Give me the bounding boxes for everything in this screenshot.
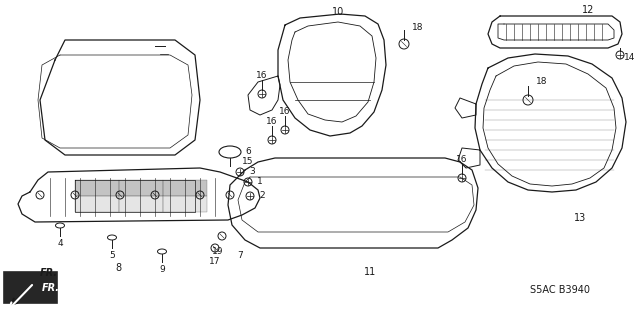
- Text: 7: 7: [237, 250, 243, 259]
- Text: 12: 12: [582, 5, 594, 15]
- Bar: [163, 196, 207, 212]
- Text: 16: 16: [266, 117, 278, 127]
- Text: 11: 11: [364, 267, 376, 277]
- Text: 6: 6: [245, 147, 251, 157]
- Text: 13: 13: [574, 213, 586, 223]
- Text: 14: 14: [624, 54, 636, 63]
- Text: 9: 9: [159, 265, 165, 275]
- Bar: [163, 180, 207, 196]
- Text: 16: 16: [279, 108, 291, 116]
- FancyBboxPatch shape: [3, 271, 57, 303]
- Text: 4: 4: [57, 240, 63, 249]
- Bar: [75, 180, 119, 196]
- Text: 19: 19: [212, 248, 224, 256]
- Text: 16: 16: [456, 155, 468, 165]
- Bar: [119, 180, 163, 196]
- Text: 1: 1: [257, 177, 263, 187]
- Text: 15: 15: [243, 158, 253, 167]
- Text: FR.: FR.: [42, 283, 60, 293]
- Text: 18: 18: [536, 78, 548, 86]
- Text: 18: 18: [412, 24, 424, 33]
- Text: FR.: FR.: [40, 268, 58, 278]
- Text: 2: 2: [259, 191, 265, 201]
- Bar: [119, 196, 163, 212]
- Text: 8: 8: [115, 263, 121, 273]
- Text: 16: 16: [256, 71, 268, 80]
- Text: 17: 17: [209, 257, 221, 266]
- Bar: [75, 196, 119, 212]
- Text: 5: 5: [109, 250, 115, 259]
- Text: S5AC B3940: S5AC B3940: [530, 285, 590, 295]
- Text: 3: 3: [249, 167, 255, 176]
- Text: 10: 10: [332, 7, 344, 17]
